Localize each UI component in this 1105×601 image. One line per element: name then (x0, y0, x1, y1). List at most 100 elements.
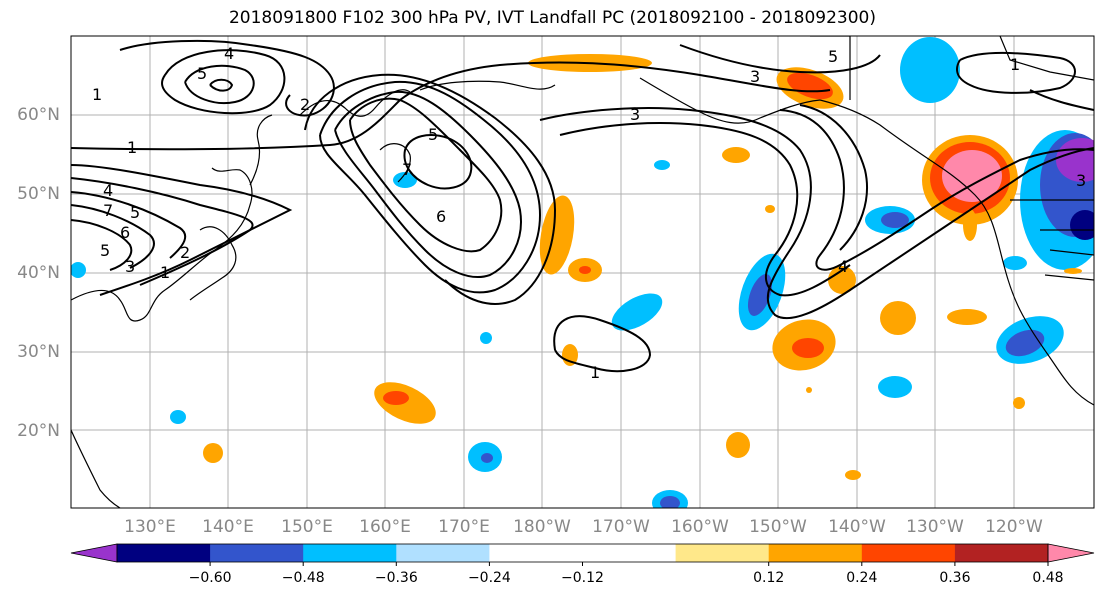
contour-label: 3 (125, 257, 135, 276)
colorbar: −0.60 −0.48 −0.36 −0.24 −0.12 0.12 0.24 0.36 0.4… (70, 543, 1095, 586)
pv-contours (71, 39, 1094, 373)
lat-label: 60°N (17, 105, 60, 125)
contour-label: 5 (100, 241, 110, 260)
map-border (70, 35, 1095, 509)
contour-label: 1 (590, 363, 600, 382)
contour-label: 1 (127, 138, 137, 157)
colorbar-segment (861, 544, 956, 562)
colorbar-segment (582, 544, 677, 562)
shade-blob (654, 160, 670, 170)
contour-label: 5 (828, 47, 838, 66)
shade-blob (611, 293, 663, 331)
lon-label: 130°E (124, 517, 176, 537)
shade-blob (845, 470, 861, 480)
contour-label: 3 (1076, 171, 1086, 190)
colorbar-segment (303, 544, 397, 562)
contour-label: 6 (436, 207, 446, 226)
colorbar-tick-label: 0.24 (846, 570, 877, 586)
lon-label: 150°E (281, 517, 333, 537)
colorbar-extend-high (1047, 543, 1095, 563)
shade-blob (481, 453, 493, 463)
shade-blob (806, 387, 812, 393)
shade-blob (1064, 268, 1082, 274)
contour-label: 6 (120, 223, 130, 242)
shade-blob (747, 274, 773, 316)
colorbar-tick-label: −0.36 (375, 570, 418, 586)
shade-blob (393, 172, 417, 188)
contour-label: 4 (838, 257, 848, 276)
contour-label: 4 (103, 181, 113, 200)
shade-blob (1003, 256, 1027, 270)
lon-label: 180°W (513, 517, 571, 537)
colorbar-tick-label: −0.60 (189, 570, 232, 586)
colorbar-segment (489, 544, 583, 562)
contour-label: 5 (428, 125, 438, 144)
shade-blob (787, 72, 833, 100)
shade-blob (878, 376, 912, 398)
shade-blob (71, 262, 86, 278)
shade-blob (792, 338, 824, 358)
latitude-labels: 60°N 50°N 40°N 30°N 20°N (17, 105, 60, 441)
contour-label: 2 (180, 243, 190, 262)
shade-blob (947, 309, 987, 325)
colorbar-segment (396, 544, 490, 562)
lon-label: 130°W (906, 517, 964, 537)
lon-label: 160°E (359, 517, 411, 537)
contour-label: 5 (130, 203, 140, 222)
lon-label: 140°W (828, 517, 886, 537)
coastlines (71, 36, 1094, 508)
lon-label: 160°W (671, 517, 729, 537)
shade-blob (726, 432, 750, 458)
colorbar-tick-label: −0.48 (282, 570, 325, 586)
lon-label: 170°W (592, 517, 650, 537)
colorbar-tick-label: −0.24 (468, 570, 511, 586)
shade-blob (1005, 329, 1045, 357)
lat-label: 50°N (17, 184, 60, 204)
lon-label: 140°E (202, 517, 254, 537)
lon-label: 150°W (749, 517, 807, 537)
contour-labels: 4 5 2 1 5 3 7 5 3 5 6 4 7 6 5 3 1 2 1 4 … (92, 44, 1086, 382)
longitude-labels: 130°E 140°E 150°E 160°E 170°E 180°W 170°… (124, 517, 1043, 537)
shade-blob (765, 205, 775, 213)
contour-label: 1 (160, 263, 170, 282)
contour-label: 1 (1010, 55, 1020, 74)
shade-blob (1013, 397, 1025, 409)
shade-blob (203, 443, 223, 463)
shade-blob (722, 147, 750, 163)
shade-blob (1070, 210, 1094, 240)
contour-label: 3 (630, 105, 640, 124)
contour-label: 5 (197, 64, 207, 83)
colorbar-segment (768, 544, 863, 562)
colorbar-extend-low (70, 543, 118, 563)
contour-label: 7 (402, 160, 412, 179)
colorbar-tick-label: 0.48 (1032, 570, 1063, 586)
colorbar-segment (117, 544, 211, 562)
shade-blob (579, 266, 591, 274)
shade-blob (963, 209, 977, 241)
colorbar-tick-label: 0.12 (753, 570, 784, 586)
contour-label: 2 (300, 95, 310, 114)
shade-blob (881, 212, 909, 228)
lat-label: 40°N (17, 263, 60, 283)
lon-label: 120°W (985, 517, 1043, 537)
shade-blob (170, 410, 186, 424)
contour-label: 4 (224, 44, 234, 63)
contour-label: 1 (92, 85, 102, 104)
shade-blob (942, 150, 1002, 202)
lat-label: 30°N (17, 342, 60, 362)
shade-blob (880, 301, 916, 335)
colorbar-segment (675, 544, 770, 562)
lat-label: 20°N (17, 421, 60, 441)
shade-blob (900, 37, 960, 103)
colorbar-tick-label: 0.36 (939, 570, 970, 586)
shade-blob (480, 332, 492, 344)
shade-blob (383, 391, 409, 405)
colorbar-segment (954, 544, 1049, 562)
shade-blob (828, 266, 856, 294)
contour-label: 3 (750, 67, 760, 86)
graticule (71, 36, 1094, 508)
lon-label: 170°E (438, 517, 490, 537)
colorbar-tick-label: −0.12 (561, 570, 604, 586)
contour-label: 7 (103, 201, 113, 220)
